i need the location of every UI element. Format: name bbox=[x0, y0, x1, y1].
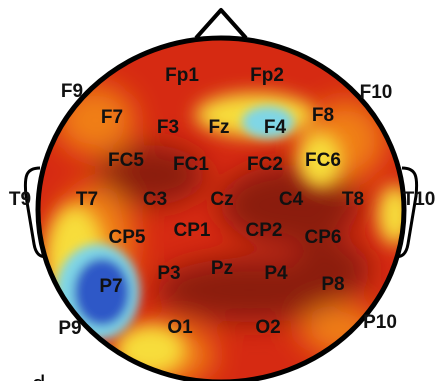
electrode-label-f9: F9 bbox=[61, 81, 83, 102]
electrode-label-cp1: CP1 bbox=[174, 220, 211, 241]
electrode-label-o2: O2 bbox=[255, 317, 280, 338]
electrode-label-t7: T7 bbox=[76, 189, 98, 210]
electrode-label-t10: T10 bbox=[403, 189, 436, 210]
electrode-label-fp2: Fp2 bbox=[250, 65, 284, 86]
electrode-label-t8: T8 bbox=[342, 189, 364, 210]
electrode-labels: Fp1 Fp2 F9 F10 F7 F3 Fz F4 F8 FC5 FC1 FC… bbox=[9, 65, 435, 339]
electrode-label-cp5: CP5 bbox=[109, 227, 146, 248]
electrode-label-p3: P3 bbox=[157, 263, 180, 284]
electrode-label-p4: P4 bbox=[264, 263, 288, 284]
electrode-label-fc5: FC5 bbox=[108, 150, 144, 171]
nose-outline bbox=[194, 8, 248, 40]
electrode-label-o1: O1 bbox=[167, 317, 193, 338]
electrode-label-p8: P8 bbox=[321, 274, 344, 295]
electrode-label-fc2: FC2 bbox=[247, 154, 283, 175]
electrode-label-f8: F8 bbox=[312, 105, 334, 126]
electrode-label-pz: Pz bbox=[211, 258, 233, 279]
electrode-label-fp1: Fp1 bbox=[165, 65, 199, 86]
electrode-label-f3: F3 bbox=[157, 117, 179, 138]
electrode-label-f7: F7 bbox=[101, 107, 123, 128]
dark-region-right-parietal bbox=[290, 240, 370, 300]
cyan-region-f4 bbox=[242, 106, 294, 138]
panel-letter: d bbox=[32, 371, 45, 381]
electrode-label-p7: P7 bbox=[99, 276, 122, 297]
electrode-label-c4: C4 bbox=[279, 189, 304, 210]
electrode-label-c3: C3 bbox=[143, 189, 167, 210]
head-outline bbox=[35, 35, 407, 381]
electrode-label-p9: P9 bbox=[58, 318, 81, 339]
electrode-label-f10: F10 bbox=[360, 82, 393, 103]
electrode-label-fc1: FC1 bbox=[173, 154, 209, 175]
electrode-label-cz: Cz bbox=[210, 189, 233, 210]
blue-region-p7 bbox=[74, 258, 130, 326]
electrode-label-fc6: FC6 bbox=[305, 150, 341, 171]
electrode-label-fz: Fz bbox=[208, 117, 229, 138]
electrode-label-p10: P10 bbox=[363, 312, 397, 333]
electrode-label-f4: F4 bbox=[264, 117, 287, 138]
electrode-label-cp2: CP2 bbox=[246, 220, 283, 241]
electrode-label-t9: T9 bbox=[9, 189, 31, 210]
electrode-label-cp6: CP6 bbox=[305, 227, 342, 248]
yellow-region-right-frontal bbox=[298, 132, 342, 188]
dark-region-left-central bbox=[95, 145, 205, 205]
yellow-region-right-temporal bbox=[377, 185, 404, 245]
